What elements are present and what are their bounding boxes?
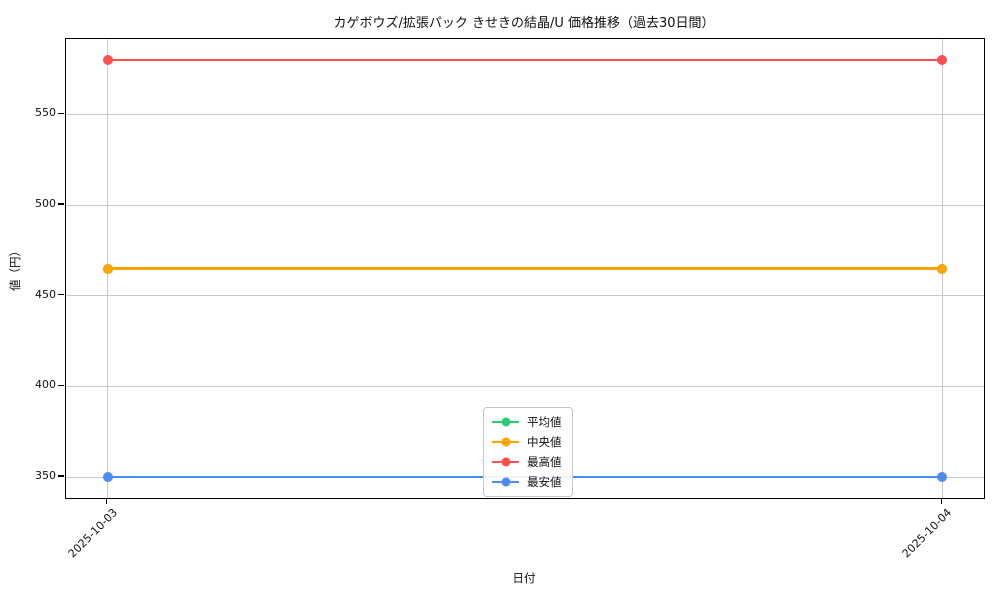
- y-tick-label: 400: [35, 378, 56, 392]
- data-point-最高値: [937, 54, 948, 65]
- y-tick-mark: [58, 203, 64, 205]
- h-gridline: [66, 295, 984, 297]
- series-line-中央値: [107, 267, 943, 270]
- y-tick-mark: [58, 475, 64, 477]
- legend-marker-dot: [501, 477, 510, 487]
- y-axis-label: 値（円）: [8, 244, 22, 291]
- x-tick-mark: [940, 498, 942, 504]
- h-gridline: [66, 204, 984, 206]
- h-gridline: [66, 113, 984, 115]
- x-axis-label: 日付: [512, 571, 536, 585]
- x-tick-label: 2025-10-04: [900, 506, 955, 561]
- legend-marker-line: [492, 457, 519, 467]
- legend-label: 最高値: [527, 455, 562, 469]
- legend-marker-line: [492, 437, 519, 447]
- legend-marker-line: [492, 477, 519, 487]
- y-tick-mark: [58, 294, 64, 296]
- legend-marker-dot: [501, 417, 510, 427]
- x-tick-mark: [106, 498, 108, 504]
- legend-item-中央値: 中央値: [492, 434, 562, 450]
- legend-marker-dot: [501, 457, 510, 467]
- legend-label: 平均値: [527, 415, 562, 429]
- y-tick-label: 550: [35, 106, 56, 120]
- legend-item-平均値: 平均値: [492, 414, 562, 430]
- y-tick-mark: [58, 112, 64, 114]
- data-point-最安値: [102, 472, 113, 483]
- data-point-中央値: [102, 263, 113, 274]
- legend-marker-line: [492, 417, 519, 427]
- y-tick-mark: [58, 384, 64, 387]
- legend-label: 中央値: [527, 435, 562, 449]
- y-tick-label: 450: [35, 287, 56, 301]
- legend-marker-dot: [501, 437, 510, 447]
- y-tick-label: 350: [35, 469, 56, 483]
- legend: 平均値中央値最高値最安値: [483, 407, 573, 497]
- data-point-最高値: [102, 54, 113, 65]
- data-point-最安値: [937, 472, 948, 483]
- legend-item-最安値: 最安値: [492, 474, 562, 490]
- chart-title: カゲボウズ/拡張パック きせきの結晶/U 価格推移（過去30日間）: [333, 16, 715, 31]
- h-gridline: [66, 385, 984, 387]
- legend-item-最高値: 最高値: [492, 454, 562, 470]
- y-tick-label: 500: [35, 197, 56, 210]
- data-point-中央値: [937, 263, 948, 274]
- legend-label: 最安値: [527, 475, 562, 489]
- x-tick-label: 2025-10-03: [65, 506, 120, 561]
- series-line-最高値: [107, 58, 943, 62]
